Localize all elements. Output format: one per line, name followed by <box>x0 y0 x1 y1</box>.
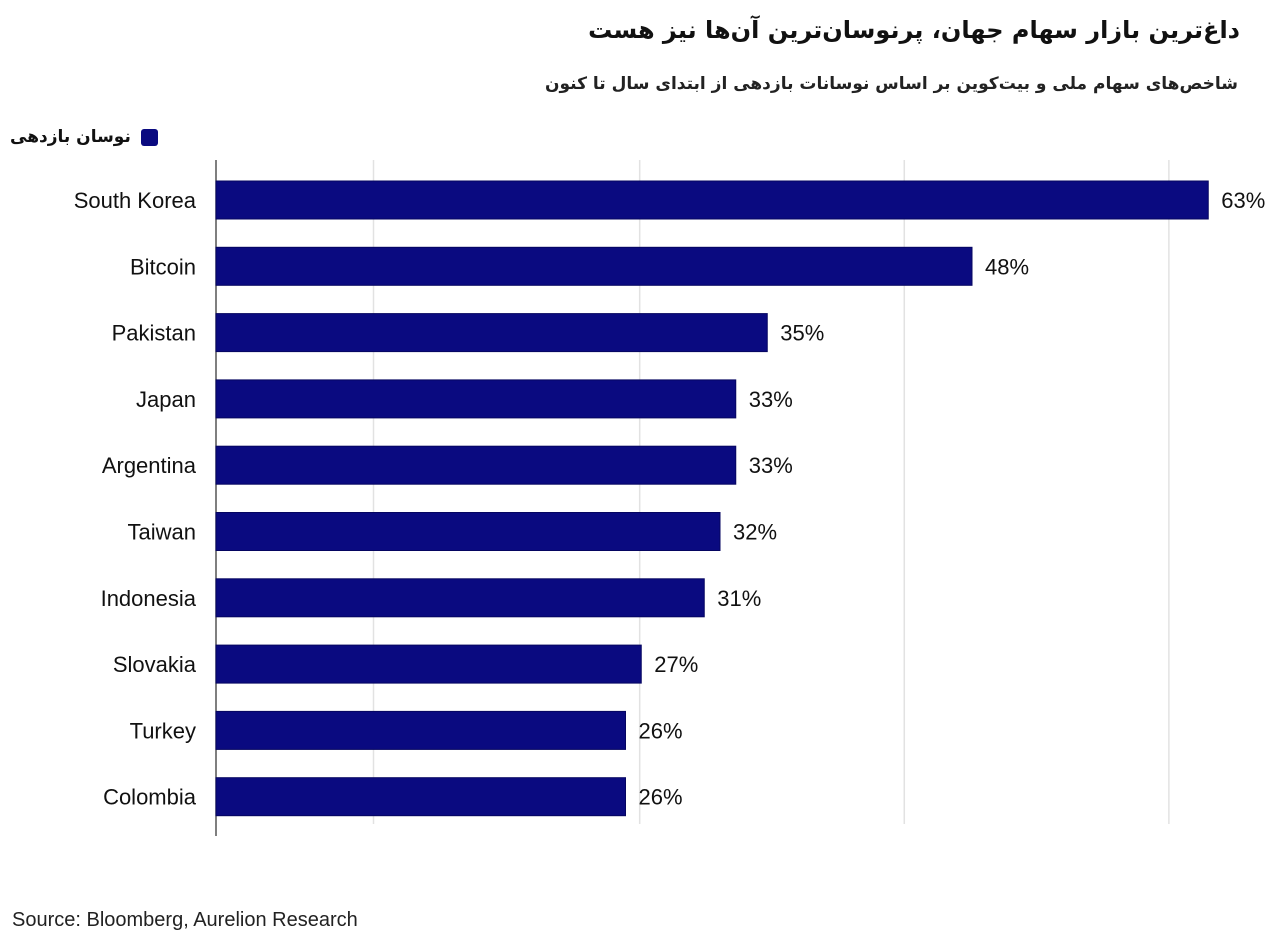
data-label: 26% <box>639 785 683 810</box>
legend-label: نوسان بازدهی <box>10 127 131 147</box>
source-note: Source: Bloomberg, Aurelion Research <box>12 909 358 931</box>
bar <box>215 313 768 353</box>
category-label: Bitcoin <box>130 254 196 279</box>
data-label: 26% <box>639 718 683 743</box>
bar <box>215 644 642 684</box>
category-label: Argentina <box>102 453 197 478</box>
data-label: 48% <box>985 254 1029 279</box>
category-label: Slovakia <box>113 652 197 677</box>
bar <box>215 180 1209 220</box>
data-label: 35% <box>780 321 824 346</box>
category-label: Japan <box>136 387 196 412</box>
bar <box>215 777 626 817</box>
category-label: Pakistan <box>112 321 196 346</box>
bar <box>215 710 626 750</box>
chart-subtitle: شاخص‌های سهام ملی و بیت‌کوین بر اساس نوس… <box>545 74 1238 94</box>
category-label: Colombia <box>103 785 197 810</box>
category-label: South Korea <box>74 188 197 213</box>
category-label: Taiwan <box>128 520 196 545</box>
chart-title: داغ‌ترین بازار سهام جهان، پرنوسان‌ترین آ… <box>588 16 1240 44</box>
data-label: 32% <box>733 520 777 545</box>
legend: نوسان بازدهی <box>10 125 158 149</box>
category-label: Turkey <box>130 718 196 743</box>
bar <box>215 512 721 551</box>
bar <box>215 246 973 286</box>
category-label: Indonesia <box>101 586 197 611</box>
legend-swatch <box>140 128 158 146</box>
data-label: 27% <box>654 652 698 677</box>
bar <box>215 578 705 618</box>
bar <box>215 379 737 419</box>
data-label: 33% <box>749 387 793 412</box>
data-label: 33% <box>749 453 793 478</box>
data-label: 63% <box>1221 188 1265 213</box>
data-label: 31% <box>717 586 761 611</box>
bar <box>215 445 737 485</box>
